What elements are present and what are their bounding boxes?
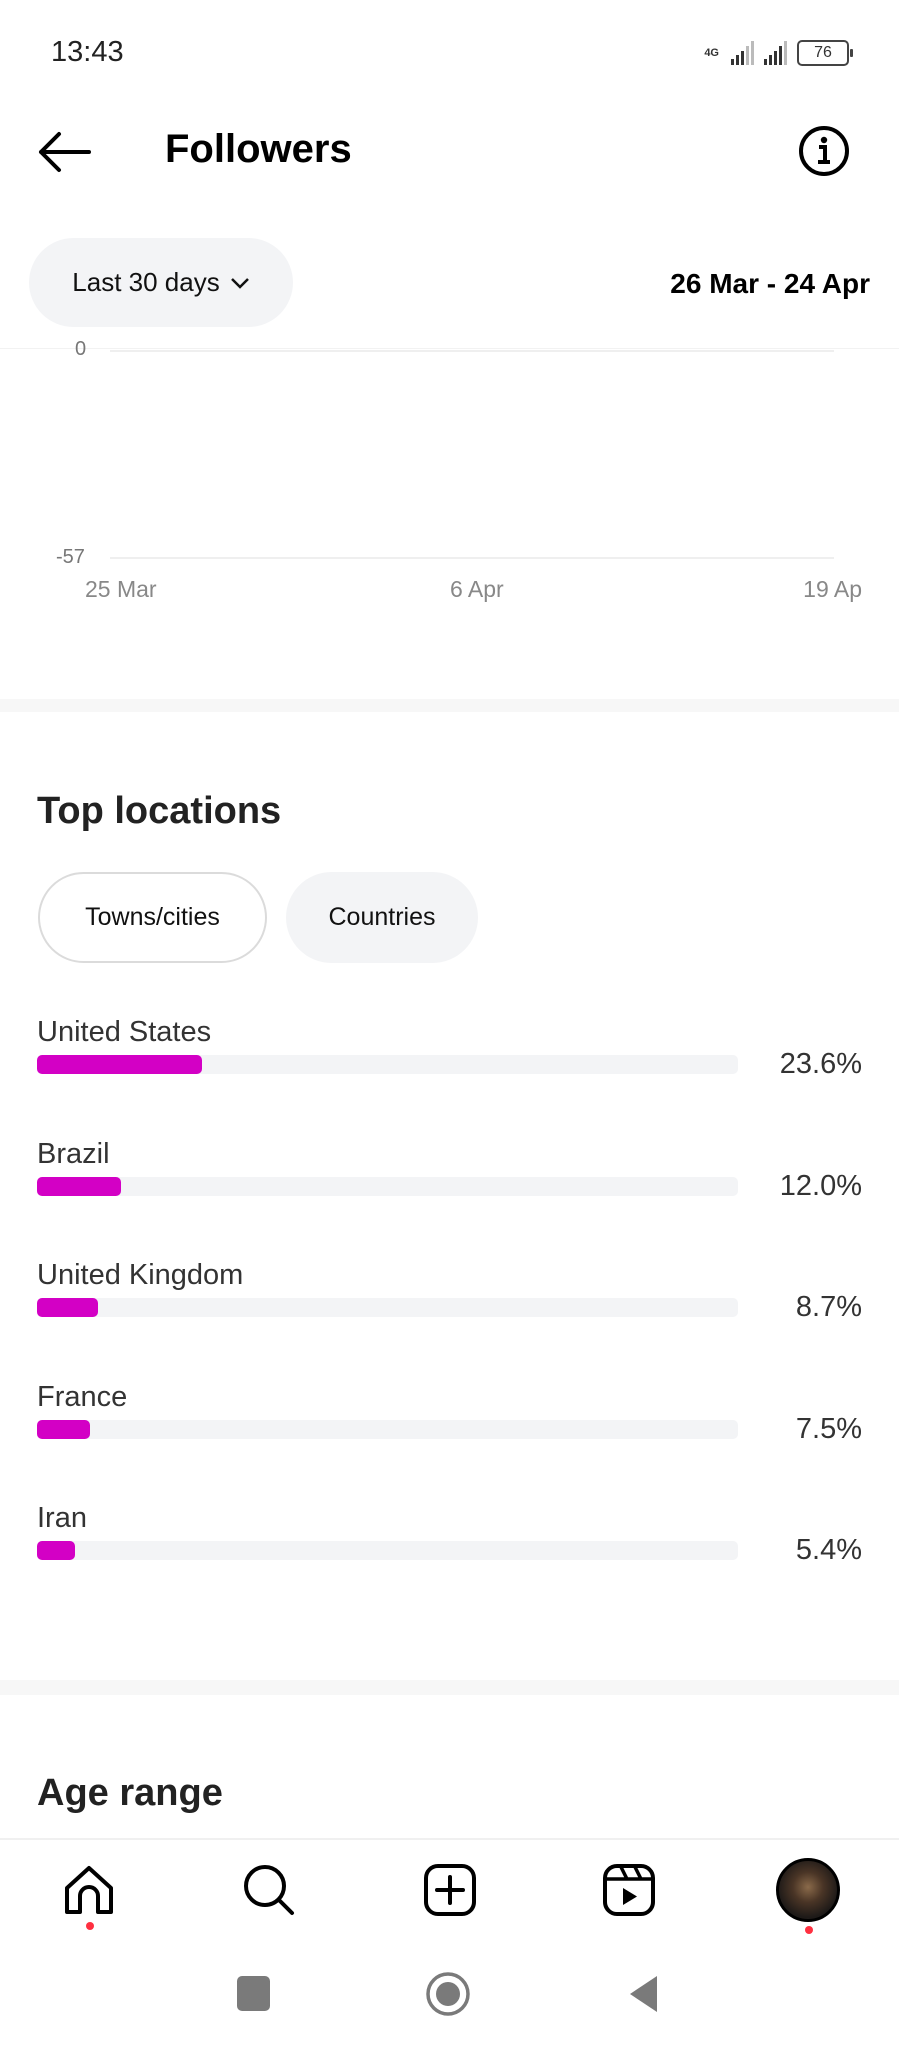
x-tick-label: 6 Apr [450,576,504,602]
network-type: 4G [704,47,719,59]
divider [0,348,899,349]
location-row: France 7.5% [37,1381,862,1503]
location-name: Brazil [37,1137,110,1170]
status-time: 13:43 [51,36,124,68]
location-bar-track [37,1541,738,1561]
y-tick-label: -57 [56,546,85,568]
gridline [110,350,834,352]
search-icon[interactable] [241,1862,297,1918]
profile-avatar[interactable] [776,1858,840,1922]
location-bar-fill [37,1298,98,1318]
create-icon[interactable] [422,1862,478,1918]
location-bar-track [37,1055,738,1074]
location-bar-track [37,1419,738,1439]
signal-icon [731,41,754,65]
bottom-nav-border [0,1838,899,1840]
signal-icon [764,41,787,65]
home-icon[interactable] [61,1862,117,1918]
battery-icon: 76 [797,40,853,66]
y-tick-label: 0 [75,338,87,360]
age-range-title: Age range [37,1772,223,1814]
period-label: Last 30 days [72,267,220,297]
page-title: Followers [165,127,352,171]
home-circle-icon[interactable] [425,1971,471,2017]
location-bar-fill [37,1541,75,1561]
location-bar-fill [37,1055,203,1074]
location-name: Iran [37,1502,87,1535]
location-bar-track [37,1176,738,1196]
location-bar-fill [37,1419,90,1439]
location-percent: 23.6% [779,1048,862,1080]
gridline [110,557,834,559]
back-triangle-icon[interactable] [627,1974,659,2014]
tab-towns-cities[interactable]: Towns/cities [38,872,267,963]
location-name: United States [37,1016,212,1048]
location-name: United Kingdom [37,1259,244,1292]
location-percent: 5.4% [795,1534,862,1567]
x-tick-label: 25 Mar [85,576,157,602]
location-row: United States 23.6% [37,1016,862,1138]
top-locations-title: Top locations [37,790,282,832]
date-range: 26 Mar - 24 Apr [670,268,870,299]
location-bar-fill [37,1176,122,1196]
notification-dot [86,1922,94,1930]
location-percent: 8.7% [795,1291,862,1324]
info-icon[interactable] [798,125,850,177]
location-bar-track [37,1298,738,1318]
location-percent: 12.0% [779,1169,862,1202]
location-name: France [37,1380,128,1413]
chevron-down-icon [230,277,249,289]
arrow-left-icon[interactable] [37,130,91,174]
location-row: United Kingdom 8.7% [37,1259,862,1381]
location-row: Brazil 12.0% [37,1138,862,1260]
location-percent: 7.5% [795,1412,862,1445]
status-icons: 4G 76 [704,40,853,66]
x-tick-label: 19 Ap [803,576,862,602]
section-divider [0,1680,899,1695]
section-divider [0,699,899,712]
period-dropdown[interactable]: Last 30 days [29,238,293,327]
tab-countries[interactable]: Countries [286,872,478,963]
location-row: Iran 5.4% [37,1502,862,1624]
recents-icon[interactable] [237,1976,270,2011]
notification-dot [805,1926,813,1934]
reels-icon[interactable] [601,1862,657,1918]
